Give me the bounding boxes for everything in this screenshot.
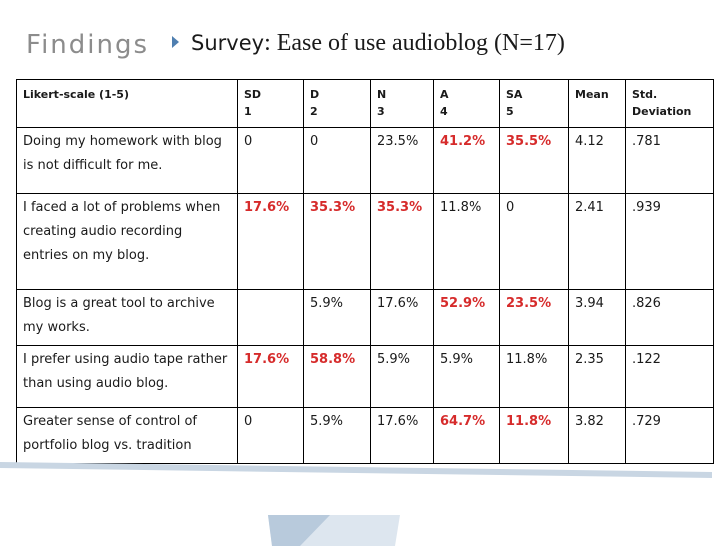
slide-subtitle: Survey: Ease of use audioblog (N=17) (191, 30, 565, 57)
statement-cell: I faced a lot of problems when creating … (16, 193, 238, 290)
value-cell: 17.6% (237, 345, 304, 408)
subtitle-lead: Survey (191, 31, 265, 55)
value-cell: 52.9% (433, 289, 500, 346)
header-sublabel: 4 (440, 105, 448, 118)
header-cell: Std. Deviation (625, 79, 714, 128)
statement-cell: Greater sense of control of portfolio bl… (16, 407, 238, 464)
value-cell: 0 (303, 127, 371, 194)
header-label: A (440, 88, 449, 101)
value-cell: .781 (625, 127, 714, 194)
value-cell: 17.6% (370, 407, 434, 464)
value-cell: 11.8% (499, 407, 569, 464)
value-cell: 5.9% (433, 345, 500, 408)
header-label: N (377, 88, 387, 101)
table-row: Greater sense of control of portfolio bl… (16, 407, 714, 464)
value-cell: 4.12 (568, 127, 626, 194)
value-cell: 58.8% (303, 345, 371, 408)
subtitle-rest: : Ease of use audioblog (N=17) (264, 30, 565, 56)
header-label: SD (244, 88, 262, 101)
header-cell: SA 5 (499, 79, 569, 128)
header-label: Std. (632, 88, 658, 101)
bullet-arrow-icon (172, 36, 179, 48)
value-cell: 5.9% (303, 289, 371, 346)
table-row: I prefer using audio tape rather than us… (16, 345, 714, 408)
value-cell: 3.82 (568, 407, 626, 464)
value-cell: .826 (625, 289, 714, 346)
table-row: Blog is a great tool to archive my works… (16, 289, 714, 346)
header-sublabel: 3 (377, 105, 385, 118)
value-cell: 5.9% (303, 407, 371, 464)
value-cell: 17.6% (370, 289, 434, 346)
value-cell: 64.7% (433, 407, 500, 464)
value-cell: .122 (625, 345, 714, 408)
slide-title: Findings (26, 30, 150, 60)
header-sublabel: 2 (310, 105, 318, 118)
value-cell: 41.2% (433, 127, 500, 194)
header-cell: Mean (568, 79, 626, 128)
statement-cell: Doing my homework with blog is not diffi… (16, 127, 238, 194)
header-cell: SD 1 (237, 79, 304, 128)
value-cell: 0 (237, 407, 304, 464)
value-cell: 2.35 (568, 345, 626, 408)
value-cell (237, 289, 304, 346)
statement-cell: I prefer using audio tape rather than us… (16, 345, 238, 408)
header-sublabel: 1 (244, 105, 252, 118)
header-label: D (310, 88, 320, 101)
value-cell: 17.6% (237, 193, 304, 290)
value-cell: 35.3% (370, 193, 434, 290)
header-label: Mean (575, 88, 609, 101)
header-sublabel: Deviation (632, 105, 692, 118)
header-sublabel: 5 (506, 105, 514, 118)
header-label: SA (506, 88, 523, 101)
header-label: Likert-scale (1-5) (23, 88, 129, 101)
value-cell: 35.5% (499, 127, 569, 194)
value-cell: .729 (625, 407, 714, 464)
